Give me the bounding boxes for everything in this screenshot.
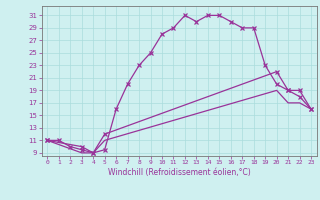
X-axis label: Windchill (Refroidissement éolien,°C): Windchill (Refroidissement éolien,°C) bbox=[108, 168, 251, 177]
